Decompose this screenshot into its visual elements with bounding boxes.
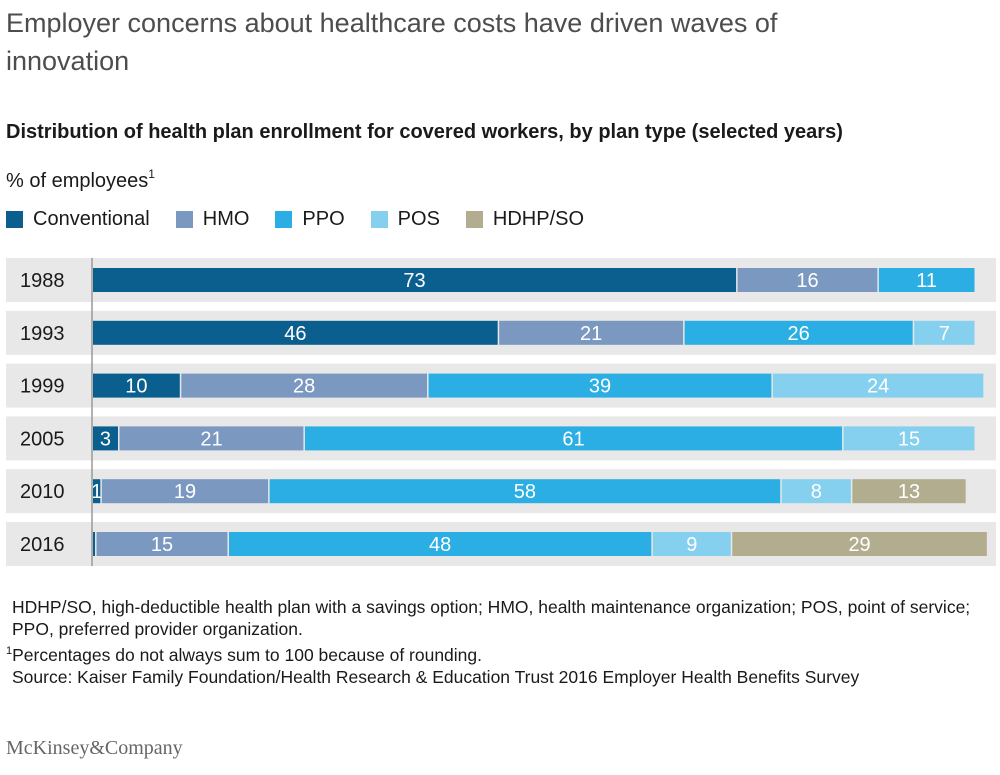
bar-segment-1988-conventional — [93, 268, 737, 292]
footnote: 1Percentages do not always sum to 100 be… — [6, 640, 986, 666]
legend-label-hdhp-so: HDHP/SO — [492, 208, 585, 230]
data-label-1999-conventional: 10 — [125, 376, 147, 398]
legend-swatch-hdhp-so — [465, 211, 483, 228]
data-label-1999-pos: 24 — [867, 376, 889, 398]
legend-swatch-ppo — [275, 211, 293, 228]
bar-segment-1993-ppo — [684, 320, 913, 345]
bar-segment-1999-conventional — [93, 373, 180, 398]
bar-segment-1988-ppo — [878, 268, 975, 292]
data-label-2005-ppo: 61 — [562, 428, 584, 450]
bar-segment-2005-conventional — [93, 426, 118, 451]
legend: Conventional HMO PPO POS HDHP/SO — [6, 208, 610, 231]
chart-notes: HDHP/SO, high-deductible health plan wit… — [6, 596, 992, 688]
bar-segment-1999-pos — [772, 373, 984, 398]
bar-segment-2010-hmo — [101, 479, 269, 504]
data-label-1988-conventional: 73 — [403, 270, 425, 292]
data-label-1993-conventional: 46 — [284, 323, 306, 345]
unit-footnote-marker: 1 — [148, 167, 155, 181]
data-label-1993-pos: 7 — [939, 323, 950, 345]
bar-segment-2010-conventional — [93, 479, 101, 504]
legend-label-pos: POS — [397, 208, 440, 230]
bar-segment-1999-hmo — [181, 373, 428, 398]
data-label-2005-conventional: 3 — [100, 428, 111, 450]
data-label-2016-hmo: 15 — [151, 534, 173, 556]
data-label-2016-ppo: 48 — [429, 534, 451, 556]
source-note: Source: Kaiser Family Foundation/Health … — [12, 667, 860, 687]
legend-item-hmo: HMO — [175, 208, 250, 231]
legend-swatch-conventional — [6, 211, 23, 228]
chart-subtitle: Distribution of health plan enrollment f… — [6, 121, 843, 143]
bar-segment-1993-hmo — [499, 320, 684, 345]
legend-item-pos: POS — [370, 208, 440, 231]
bar-segment-1993-conventional — [93, 320, 498, 345]
legend-item-hdhp-so: HDHP/SO — [465, 208, 585, 231]
data-label-1999-hmo: 28 — [293, 376, 315, 398]
bar-segment-2005-pos — [843, 426, 975, 451]
data-label-2010-hmo: 19 — [174, 481, 196, 503]
y-tick-label-2010: 2010 — [20, 481, 65, 503]
data-label-2016-pos: 9 — [686, 534, 697, 556]
mckinsey-logo: McKinsey&Company — [6, 737, 183, 759]
legend-label-ppo: PPO — [302, 208, 345, 230]
legend-item-conventional: Conventional — [6, 208, 150, 231]
bar-segment-1999-ppo — [428, 373, 772, 398]
legend-swatch-hmo — [175, 211, 193, 228]
bar-segment-1988-hmo — [737, 268, 878, 292]
y-tick-label-1988: 1988 — [20, 270, 65, 292]
legend-item-ppo: PPO — [275, 208, 345, 231]
bar-segment-2016-ppo — [228, 532, 652, 556]
data-label-2005-hmo: 21 — [200, 428, 222, 450]
bar-segment-2016-hmo — [96, 532, 228, 556]
data-label-1988-ppo: 11 — [916, 270, 937, 292]
bar-segment-1993-pos — [914, 320, 975, 345]
bar-segment-2005-hmo — [119, 426, 304, 451]
bar-segment-2010-hdhp-so — [852, 479, 966, 504]
data-label-2016-hdhp-so: 29 — [848, 534, 870, 556]
data-label-1993-ppo: 26 — [788, 323, 810, 345]
footnote-text: Percentages do not always sum to 100 bec… — [12, 645, 483, 665]
data-label-1999-ppo: 39 — [589, 376, 611, 398]
stacked-bar-chart: 1988 73 16 11 1993 46 21 26 7 1999 10 28 39 24 2005 3 21… — [6, 258, 996, 566]
data-label-1988-hmo: 16 — [796, 270, 818, 292]
page-title: Employer concerns about healthcare costs… — [6, 8, 778, 76]
data-label-2005-pos: 15 — [898, 428, 920, 450]
data-label-2010-hdhp-so: 13 — [898, 481, 920, 503]
unit-label: % of employees1 — [6, 167, 155, 193]
legend-swatch-pos — [370, 211, 388, 228]
footnote-marker: 1 — [6, 645, 13, 657]
data-label-2010-conventional: 1 — [91, 481, 102, 503]
bar-segment-2016-conventional — [93, 532, 96, 556]
y-tick-label-2005: 2005 — [20, 428, 65, 450]
bar-segment-2010-ppo — [269, 479, 781, 504]
bar-segment-2016-hdhp-so — [732, 532, 987, 556]
bar-segment-2005-ppo — [304, 426, 843, 451]
y-tick-label-2016: 2016 — [20, 534, 65, 556]
legend-label-conventional: Conventional — [33, 208, 150, 230]
unit-label-text: % of employees — [6, 170, 149, 192]
data-label-1993-hmo: 21 — [580, 323, 602, 345]
data-label-2010-pos: 8 — [811, 481, 822, 503]
bar-segment-2010-pos — [781, 479, 851, 504]
y-tick-label-1999: 1999 — [20, 376, 65, 398]
abbreviations-note: HDHP/SO, high-deductible health plan wit… — [12, 597, 971, 639]
data-label-2010-ppo: 58 — [514, 481, 536, 503]
bar-segment-2016-pos — [652, 532, 731, 556]
y-tick-label-1993: 1993 — [20, 323, 65, 345]
legend-label-hmo: HMO — [202, 208, 250, 230]
